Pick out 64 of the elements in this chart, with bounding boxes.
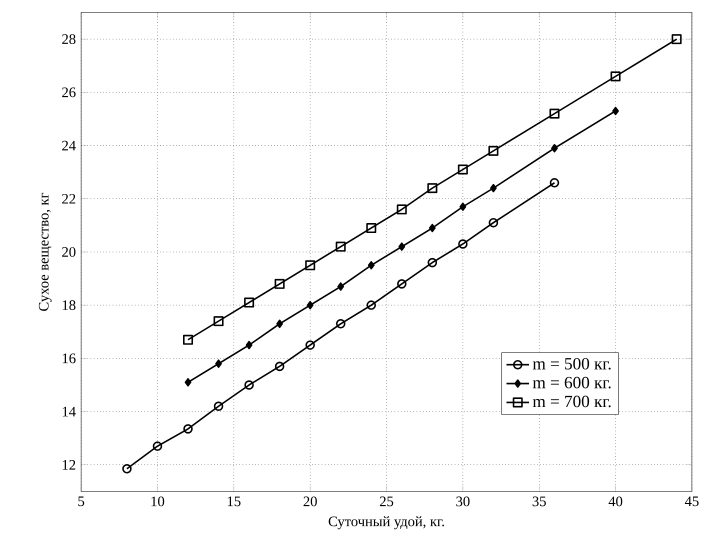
- y-tick-label: 22: [62, 194, 76, 204]
- point: [366, 300, 376, 310]
- point: [274, 278, 285, 290]
- point: [337, 282, 344, 291]
- point: [428, 224, 436, 232]
- legend-label: m = 600 кг.: [532, 376, 611, 389]
- y-tick-label: 28: [62, 34, 76, 44]
- point: [368, 261, 375, 270]
- point: [612, 106, 619, 116]
- x-axis-title: Суточный удой, кг.: [328, 516, 444, 530]
- legend-label: m = 700 кг.: [532, 396, 611, 408]
- point: [305, 340, 315, 350]
- point: [397, 279, 407, 289]
- x-tick-label: 20: [304, 496, 317, 506]
- x-tick-label: 25: [380, 496, 394, 506]
- point: [183, 424, 193, 434]
- point: [152, 442, 162, 452]
- point: [551, 144, 558, 153]
- point: [488, 146, 498, 156]
- point: [672, 34, 682, 44]
- y-tick-label: 16: [62, 354, 76, 364]
- point: [490, 184, 497, 192]
- point: [183, 334, 194, 345]
- point: [488, 218, 498, 228]
- y-tick-label: 26: [62, 88, 76, 98]
- point: [398, 242, 406, 251]
- point: [427, 183, 438, 194]
- y-tick-label: 20: [62, 247, 76, 257]
- point: [610, 71, 621, 82]
- point: [460, 202, 466, 212]
- point: [306, 301, 314, 310]
- x-tick-label: 35: [532, 496, 546, 506]
- x-tick-label: 30: [456, 496, 470, 506]
- point: [274, 362, 284, 372]
- point: [336, 319, 346, 329]
- point: [244, 380, 254, 390]
- point: [336, 242, 346, 252]
- x-tick-label: 10: [152, 496, 164, 506]
- point: [366, 223, 376, 234]
- point: [215, 360, 222, 368]
- x-tick-label: 5: [78, 496, 84, 506]
- point: [276, 320, 283, 328]
- x-tick-label: 15: [228, 496, 241, 506]
- point: [396, 204, 407, 215]
- y-tick-label: 14: [62, 406, 76, 416]
- x-tick-label: 45: [684, 496, 699, 506]
- point: [428, 258, 438, 268]
- y-tick-label: 18: [62, 300, 76, 310]
- point: [122, 464, 132, 474]
- point: [246, 340, 252, 350]
- x-tick-label: 40: [608, 496, 622, 506]
- point: [549, 108, 560, 119]
- y-tick-label: 24: [62, 140, 76, 150]
- point: [305, 260, 316, 270]
- point: [458, 239, 468, 249]
- point: [214, 402, 224, 412]
- point: [550, 178, 560, 188]
- point: [214, 316, 224, 326]
- point: [244, 298, 254, 308]
- point: [184, 378, 192, 387]
- point: [458, 164, 468, 175]
- y-tick-label: 12: [62, 460, 76, 470]
- legend-label: m = 500 кг.: [532, 358, 611, 370]
- y-axis-title: Сухое вещество, кг: [38, 192, 52, 311]
